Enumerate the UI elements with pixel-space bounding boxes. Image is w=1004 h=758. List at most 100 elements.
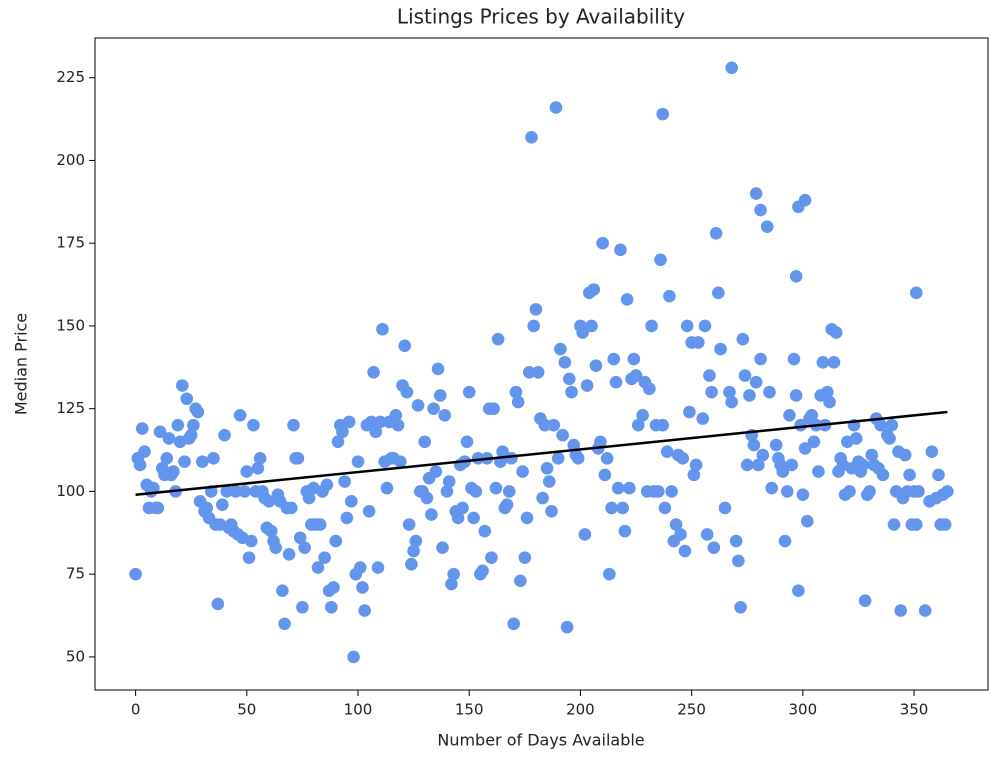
point (743, 389, 756, 402)
point (732, 554, 745, 568)
point (451, 511, 465, 525)
point (616, 501, 629, 515)
point (476, 564, 489, 578)
point (520, 511, 534, 525)
point (487, 402, 500, 415)
point (812, 465, 825, 478)
point (365, 415, 378, 429)
point (411, 399, 425, 412)
point (547, 418, 561, 432)
point (138, 445, 151, 459)
point (580, 379, 594, 392)
point (925, 445, 939, 459)
point (629, 369, 643, 382)
point (894, 604, 908, 617)
point (191, 405, 205, 419)
x-axis-label: Number of Days Available (437, 731, 644, 750)
point (184, 428, 198, 442)
point (789, 269, 803, 283)
point (660, 445, 674, 459)
point (798, 193, 812, 207)
point (589, 359, 603, 372)
point (276, 584, 289, 598)
point (345, 495, 358, 508)
point (196, 455, 209, 468)
point (736, 332, 750, 346)
point (469, 485, 483, 498)
point (680, 319, 694, 333)
point (665, 485, 678, 498)
point (478, 524, 492, 538)
point (418, 435, 432, 449)
point (373, 415, 387, 429)
point (663, 289, 676, 303)
point (129, 567, 142, 581)
point (563, 372, 576, 386)
point (380, 481, 394, 495)
point (620, 293, 634, 306)
point (674, 528, 687, 541)
plot-frame (94, 37, 989, 691)
fit-line (135, 410, 948, 496)
point (651, 485, 665, 498)
point (407, 544, 420, 558)
point (571, 452, 585, 465)
point (251, 461, 265, 475)
point (567, 438, 581, 452)
point (692, 336, 705, 349)
x-tick-label: 250 (677, 701, 706, 719)
point (765, 481, 779, 495)
x-tick-label: 0 (131, 701, 141, 719)
x-tick-label: 200 (566, 701, 595, 719)
point (391, 418, 405, 432)
point (545, 504, 558, 518)
point (247, 418, 260, 432)
point (171, 418, 185, 432)
point (769, 438, 783, 452)
point (643, 382, 656, 396)
point (585, 319, 598, 333)
point (180, 392, 194, 406)
point (133, 458, 147, 472)
point (287, 418, 300, 432)
point (805, 408, 819, 422)
point (442, 475, 456, 488)
point (551, 452, 565, 465)
point (754, 203, 767, 217)
point (556, 428, 569, 442)
point (780, 485, 794, 498)
point (654, 253, 667, 267)
point (718, 501, 732, 515)
point (796, 488, 810, 502)
point (187, 418, 200, 432)
point (689, 458, 703, 472)
point (734, 600, 747, 614)
x-tick-label: 100 (344, 701, 373, 719)
y-tick-label: 175 (56, 234, 85, 252)
point (749, 187, 763, 200)
point (356, 581, 369, 594)
point (829, 326, 843, 339)
point (262, 495, 276, 508)
point (903, 468, 916, 482)
point (298, 541, 311, 554)
point (427, 402, 440, 415)
point (529, 303, 543, 316)
point (696, 412, 710, 425)
point (636, 408, 649, 422)
point (525, 130, 538, 144)
point (400, 385, 414, 399)
point (207, 452, 220, 465)
y-tick-label: 225 (56, 68, 85, 86)
point (856, 458, 870, 472)
point (792, 584, 805, 598)
point (402, 518, 416, 531)
point (398, 339, 412, 353)
point (542, 475, 556, 488)
point (393, 455, 407, 468)
point (369, 425, 383, 439)
point (709, 226, 723, 240)
point (147, 481, 160, 495)
point (707, 541, 721, 554)
